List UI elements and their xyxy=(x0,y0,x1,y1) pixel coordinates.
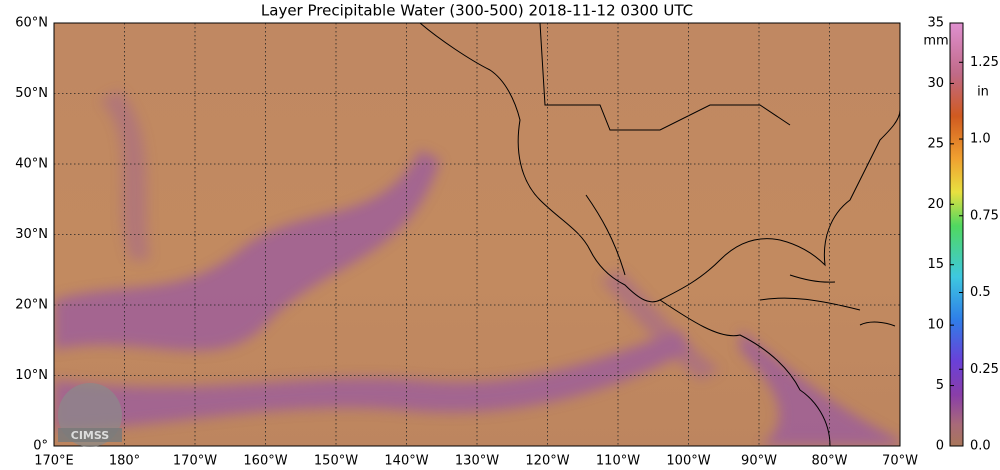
colorbar-unit-mm: mm xyxy=(923,34,948,49)
lon-label: 110°W xyxy=(596,454,640,469)
coastlines xyxy=(419,23,900,446)
lon-label: 170°W xyxy=(173,454,217,469)
lat-label: 0° xyxy=(33,439,48,454)
lat-label: 40°N xyxy=(15,157,48,172)
graticule xyxy=(54,23,900,446)
lon-label: 150°W xyxy=(314,454,358,469)
map-frame xyxy=(53,22,901,447)
lat-label: 20°N xyxy=(15,298,48,313)
lon-label: 180° xyxy=(109,454,140,469)
lon-label: 130°W xyxy=(455,454,499,469)
lon-label: 120°W xyxy=(525,454,569,469)
lon-label: 100°W xyxy=(666,454,710,469)
logo-text: CIMSS xyxy=(71,429,110,442)
colorbar-in-label: 0.25 xyxy=(970,362,999,377)
colorbar-mm-label: 25 xyxy=(927,136,944,151)
colorbar-mm-label: 30 xyxy=(927,76,944,91)
colorbar-mm-label: 35 xyxy=(927,16,944,31)
lon-label: 140°W xyxy=(384,454,428,469)
colorbar xyxy=(949,22,964,447)
lon-label: 70°W xyxy=(882,454,918,469)
lon-label: 170°E xyxy=(34,454,74,469)
colorbar-mm-label: 10 xyxy=(927,318,944,333)
colorbar-in-label: 0.0 xyxy=(970,439,991,454)
moisture-bands xyxy=(54,90,900,446)
logo-banner xyxy=(58,428,122,442)
logo: CIMSS xyxy=(58,383,122,447)
colorbar-in-label: 0.5 xyxy=(970,285,991,300)
colorbar-in-label: 0.75 xyxy=(970,208,999,223)
lon-label: 160°W xyxy=(243,454,287,469)
lon-label: 90°W xyxy=(741,454,777,469)
lon-label: 80°W xyxy=(812,454,848,469)
lat-label: 30°N xyxy=(15,227,48,242)
colorbar-mm-label: 0 xyxy=(936,439,944,454)
colorbar-unit-in: in xyxy=(977,85,989,100)
colorbar-mm-label: 5 xyxy=(936,378,944,393)
colorbar-in-label: 1.0 xyxy=(970,132,991,147)
lat-label: 10°N xyxy=(15,368,48,383)
colorbar-in-label: 1.25 xyxy=(970,55,999,70)
colorbar-mm-label: 15 xyxy=(927,257,944,272)
map-field xyxy=(54,23,900,446)
lat-label: 60°N xyxy=(15,16,48,31)
colorbar-mm-label: 20 xyxy=(927,197,944,212)
lat-label: 50°N xyxy=(15,86,48,101)
map-title: Layer Precipitable Water (300-500) 2018-… xyxy=(261,2,693,20)
